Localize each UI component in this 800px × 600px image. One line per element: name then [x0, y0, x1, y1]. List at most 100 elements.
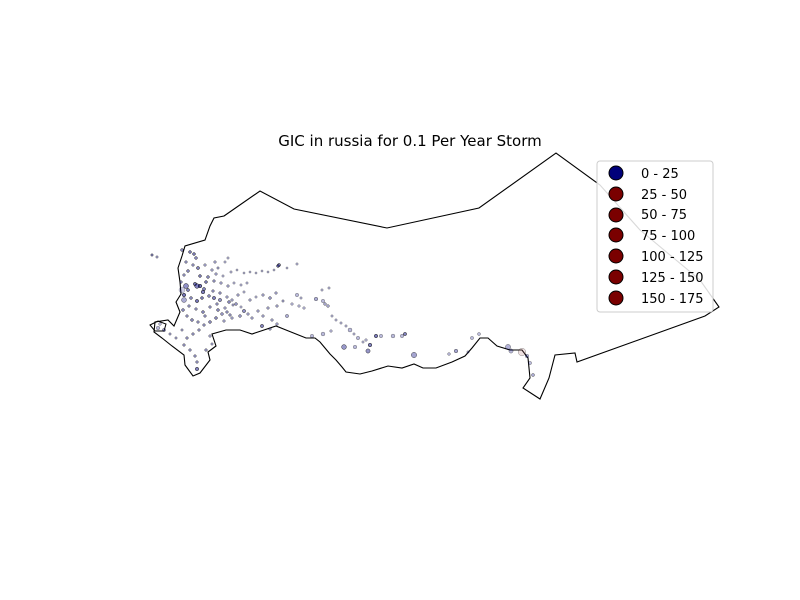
gic-station-marker: [275, 322, 279, 326]
gic-station-marker: [218, 298, 222, 302]
gic-station-marker: [266, 270, 270, 274]
gic-station-marker: [285, 266, 289, 270]
gic-station-marker: [320, 331, 326, 337]
gic-station-marker: [313, 296, 319, 302]
gic-station-marker: [193, 282, 197, 286]
gic-station-marker: [188, 250, 192, 254]
gic-station-marker: [230, 298, 234, 302]
gic-station-marker: [235, 268, 239, 272]
legend-label-25-50: 25 - 50: [641, 188, 687, 203]
gic-station-marker: [179, 280, 183, 284]
gic-station-marker: [208, 320, 212, 324]
gic-station-marker: [225, 295, 229, 299]
gic-station-marker: [268, 296, 272, 300]
gic-station-marker: [254, 271, 258, 275]
gic-station-marker: [364, 338, 368, 342]
map-title: GIC in russia for 0.1 Per Year Storm: [278, 132, 541, 150]
gic-station-marker: [226, 284, 230, 288]
gic-station-marker: [202, 323, 206, 327]
gic-station-marker: [505, 344, 511, 350]
gic-station-marker: [361, 340, 365, 344]
gic-station-marker: [272, 268, 276, 272]
gic-station-marker: [356, 336, 360, 340]
gic-station-marker: [236, 293, 240, 297]
gic-station-marker: [191, 332, 195, 336]
legend: 0 - 25 25 - 50 50 - 75 75 - 100 100 - 12…: [596, 160, 714, 313]
gic-station-marker: [400, 334, 404, 338]
gic-station-marker: [178, 286, 186, 294]
gic-station-marker: [320, 288, 324, 292]
gic-station-marker: [215, 302, 219, 306]
gic-station-marker: [223, 260, 227, 264]
gic-station-marker: [508, 348, 514, 354]
legend-marker-150-175: [608, 290, 624, 306]
gic-station-marker: [198, 274, 202, 278]
gic-station-marker: [183, 283, 189, 289]
gic-station-marker: [403, 332, 407, 336]
gic-station-marker: [323, 302, 327, 306]
gic-station-marker: [327, 286, 331, 290]
gic-station-marker: [379, 334, 383, 338]
gic-station-marker: [222, 319, 226, 323]
gic-station-marker: [174, 336, 178, 340]
gic-station-marker: [390, 333, 396, 339]
gic-station-marker: [261, 314, 265, 318]
gic-station-marker: [208, 334, 212, 338]
gic-station-marker: [242, 271, 246, 275]
gic-station-marker: [187, 304, 191, 308]
gic-station-marker: [204, 280, 208, 284]
gic-station-marker: [223, 306, 227, 310]
gic-station-marker: [213, 260, 217, 264]
gic-station-marker: [374, 334, 378, 338]
gic-station-marker: [339, 321, 343, 325]
gic-station-marker: [524, 353, 530, 359]
gic-station-marker: [214, 316, 218, 320]
gic-station-marker: [334, 318, 338, 322]
gic-station-marker: [200, 289, 206, 295]
gic-station-marker: [204, 348, 208, 352]
gic-station-marker: [214, 272, 218, 276]
gic-station-marker: [189, 296, 193, 300]
gic-station-marker: [225, 310, 229, 314]
gic-station-marker: [184, 260, 188, 264]
gic-station-marker: [155, 255, 159, 259]
gic-station-marker: [155, 325, 161, 331]
gic-station-marker: [191, 263, 195, 267]
legend-marker-75-100: [608, 227, 624, 243]
gic-station-marker: [295, 293, 299, 297]
legend-label-150-175: 150 - 175: [641, 292, 704, 307]
gic-station-marker: [270, 318, 274, 322]
gic-station-marker: [221, 274, 225, 278]
gic-station-marker: [229, 270, 233, 274]
gic-station-marker: [260, 324, 264, 328]
gic-station-marker: [347, 327, 353, 333]
gic-station-marker: [234, 302, 238, 306]
gic-station-marker: [158, 322, 162, 326]
gic-station-marker: [238, 314, 242, 318]
gic-station-marker: [194, 307, 198, 311]
gic-station-marker: [242, 290, 246, 294]
gic-station-marker: [352, 344, 358, 350]
gic-station-marker: [528, 361, 532, 365]
gic-station-marker: [447, 352, 451, 356]
gic-station-marker: [188, 348, 192, 352]
legend-marker-125-150: [608, 269, 624, 285]
gic-station-marker: [256, 309, 260, 313]
gic-station-marker: [226, 256, 230, 260]
gic-station-marker: [186, 269, 190, 273]
gic-station-marker: [517, 347, 527, 357]
legend-marker-0-25: [608, 165, 624, 181]
gic-station-marker: [531, 373, 535, 377]
legend-label-0-25: 0 - 25: [641, 167, 679, 182]
gic-station-marker: [367, 342, 373, 348]
gic-station-marker: [168, 332, 172, 336]
gic-station-marker: [200, 296, 204, 300]
gic-station-marker: [196, 266, 200, 270]
gic-station-marker: [329, 329, 333, 333]
gic-station-marker: [254, 295, 258, 299]
gic-station-marker: [227, 300, 231, 304]
gic-station-marker: [207, 294, 211, 298]
legend-label-50-75: 50 - 75: [641, 208, 687, 223]
gic-station-marker: [295, 262, 299, 266]
gic-station-marker: [352, 332, 356, 336]
